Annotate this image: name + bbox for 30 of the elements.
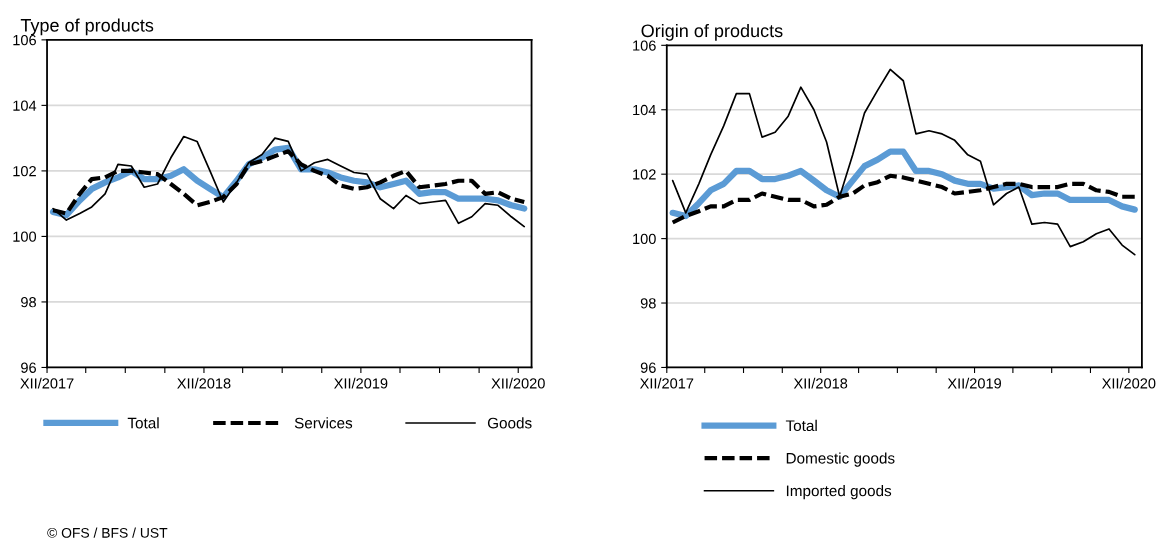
- x-tick-label: XII/2018: [177, 377, 231, 389]
- x-tick-label: XII/2018: [793, 377, 848, 389]
- legend-label: Services: [294, 417, 353, 429]
- line-series: [671, 68, 1136, 256]
- chart-title: Type of products: [20, 18, 154, 36]
- legend-label: Total: [127, 417, 159, 429]
- y-tick-label: 104: [13, 100, 37, 111]
- legend-label: Imported goods: [786, 485, 892, 500]
- x-tick-label: XII/2019: [947, 377, 1002, 389]
- x-tick-label: XII/2020: [1102, 377, 1156, 389]
- y-tick-label: 98: [21, 297, 36, 308]
- y-tick-label: 100: [633, 233, 656, 245]
- x-tick-label: XII/2017: [20, 377, 74, 389]
- x-tick-label: XII/2019: [334, 377, 388, 389]
- y-tick-label: 102: [633, 169, 656, 180]
- legend-label: Goods: [487, 417, 532, 429]
- y-tick-label: 100: [13, 231, 37, 242]
- y-tick-label: 98: [640, 298, 656, 309]
- y-tick-label: 96: [21, 362, 36, 373]
- y-tick-label: 102: [13, 166, 36, 177]
- y-tick-label: 106: [13, 34, 36, 46]
- x-tick-label: XII/2020: [491, 377, 545, 389]
- text: © OFS / BFS / UST: [47, 527, 168, 538]
- y-tick-label: 106: [633, 40, 656, 51]
- y-tick-label: 96: [640, 362, 656, 373]
- chart-title: Origin of products: [641, 23, 783, 41]
- legend-label: Domestic goods: [786, 452, 895, 467]
- y-tick-label: 104: [633, 104, 656, 116]
- legend-label: Total: [785, 419, 817, 432]
- x-tick-label: XII/2017: [639, 377, 694, 389]
